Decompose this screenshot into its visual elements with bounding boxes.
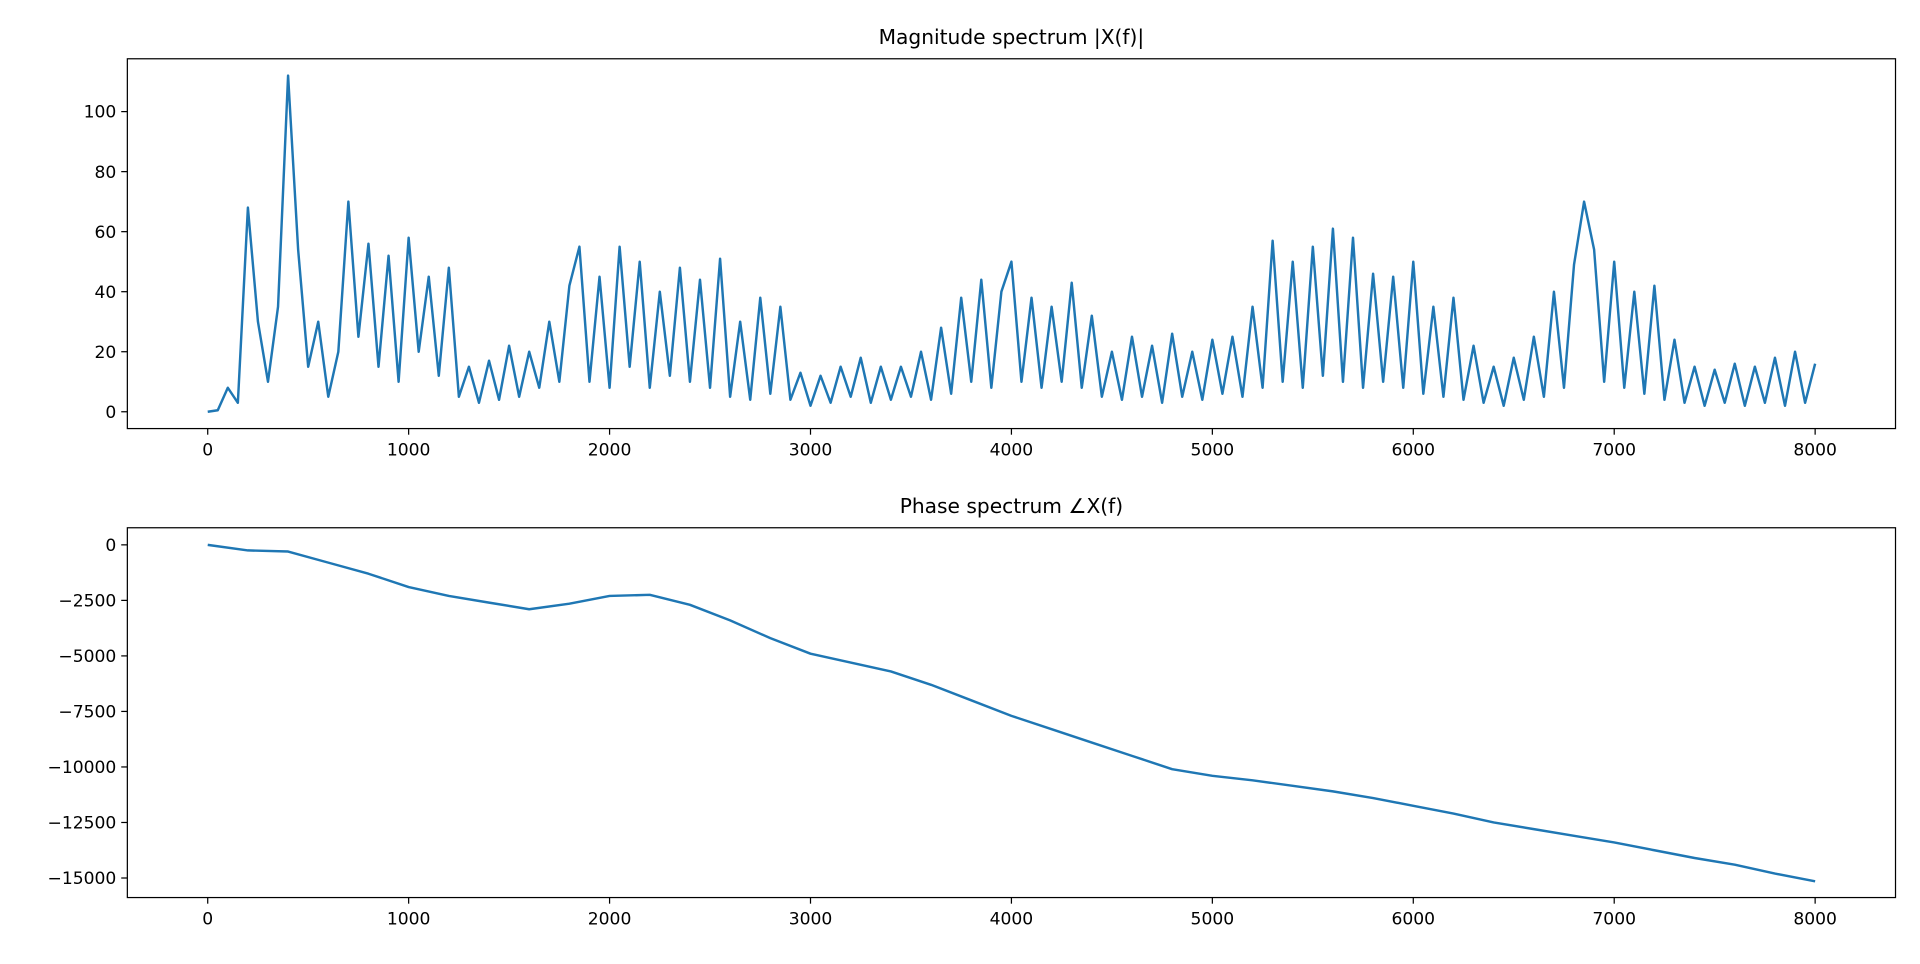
chart-title: Magnitude spectrum |X(f)|	[879, 25, 1145, 49]
x-tick-label: 6000	[1391, 441, 1435, 461]
x-tick-label: 4000	[990, 441, 1034, 461]
axes-frame	[126, 527, 1897, 899]
y-tick-label: 40	[95, 283, 117, 303]
x-tick-label: 1000	[387, 909, 431, 929]
y-tick-label: 20	[95, 343, 117, 363]
y-tick-label: 60	[95, 223, 117, 243]
y-tick-label: 0	[105, 536, 116, 556]
y-tick-label: −2500	[58, 592, 116, 612]
x-tick-label: 4000	[990, 909, 1034, 929]
y-tick-label: 80	[95, 163, 117, 183]
y-tick-label: −10000	[47, 758, 116, 778]
y-tick-label: 0	[105, 403, 116, 423]
series-line	[207, 543, 1816, 883]
x-tick-label: 8000	[1793, 441, 1837, 461]
y-tick-label: −15000	[47, 869, 116, 889]
x-tick-label: 3000	[789, 909, 833, 929]
y-tick-label: −12500	[47, 814, 116, 834]
x-tick-label: 1000	[387, 441, 431, 461]
x-tick-label: 5000	[1191, 909, 1235, 929]
series-line	[207, 74, 1817, 413]
y-tick-label: −5000	[58, 647, 116, 667]
x-tick-label: 7000	[1592, 441, 1636, 461]
x-tick-label: 7000	[1592, 909, 1636, 929]
x-tick-label: 2000	[588, 441, 632, 461]
x-tick-label: 6000	[1391, 909, 1435, 929]
chart-title: Phase spectrum ∠X(f)	[900, 494, 1123, 518]
x-tick-label: 3000	[789, 441, 833, 461]
x-tick-label: 0	[202, 441, 213, 461]
x-tick-label: 8000	[1793, 909, 1837, 929]
y-tick-label: −7500	[58, 703, 116, 723]
axes-frame	[126, 58, 1897, 430]
x-tick-label: 0	[202, 909, 213, 929]
x-tick-label: 2000	[588, 909, 632, 929]
x-tick-label: 5000	[1191, 441, 1235, 461]
y-tick-label: 100	[84, 103, 117, 123]
